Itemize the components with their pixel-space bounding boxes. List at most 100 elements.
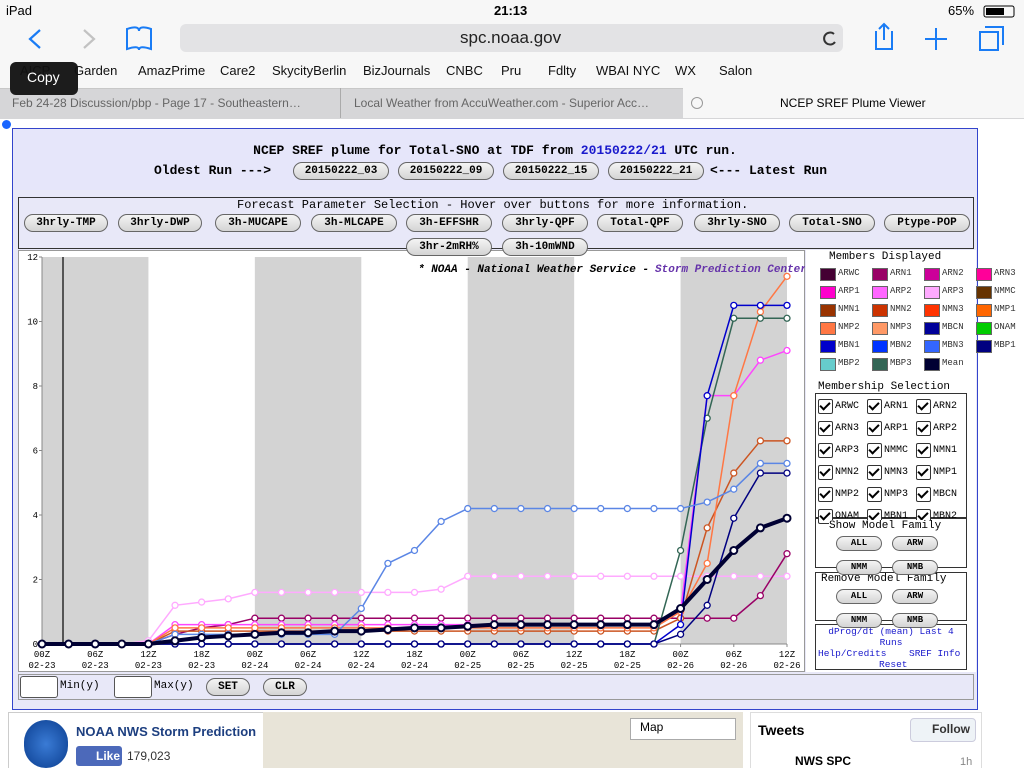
clr-button[interactable]: CLR xyxy=(263,678,307,696)
param-button[interactable]: 3h-MUCAPE xyxy=(215,214,301,232)
param-button[interactable]: 3h-EFFSHR xyxy=(406,214,492,232)
series-point xyxy=(383,624,393,634)
series-point xyxy=(250,629,260,639)
series-point xyxy=(783,572,791,580)
series-point xyxy=(90,639,100,649)
family-button[interactable]: ALL xyxy=(836,589,882,604)
member-name: NMP2 xyxy=(838,322,860,332)
param-button[interactable]: 3hr-2mRH% xyxy=(406,238,492,256)
member-label: ONAM xyxy=(835,511,860,522)
member-swatch xyxy=(924,322,940,335)
forward-icon[interactable] xyxy=(83,29,96,49)
series-point xyxy=(304,614,312,622)
series-point xyxy=(437,614,445,622)
bookmark: Fdlty xyxy=(548,63,577,78)
series-point xyxy=(331,588,339,597)
series-point xyxy=(171,601,179,609)
series-point xyxy=(703,392,711,400)
family-button[interactable]: ALL xyxy=(836,536,882,551)
param-button[interactable]: Total-SNO xyxy=(789,214,875,232)
series-point xyxy=(464,640,472,648)
map-select[interactable] xyxy=(630,718,736,740)
member-name: MBN1 xyxy=(838,340,860,350)
like-text: Like xyxy=(96,749,121,763)
bookmarks-icon[interactable] xyxy=(126,26,152,51)
url-bar[interactable] xyxy=(180,24,843,52)
param-button[interactable]: 3h-10mWND xyxy=(502,238,588,256)
reload-icon[interactable] xyxy=(823,31,836,46)
x-tick-date: 02-25 xyxy=(454,661,481,671)
dprog-link: dProg/dt (mean) Last 4 Runs xyxy=(828,626,954,648)
member-swatch xyxy=(924,304,940,317)
member-swatch xyxy=(976,286,992,299)
new-tab-icon[interactable] xyxy=(925,28,947,50)
member-swatch xyxy=(872,340,888,353)
series-point xyxy=(756,314,765,322)
run-button[interactable]: 20150222_15 xyxy=(503,162,599,180)
member-label: NMMC xyxy=(884,445,909,456)
member-label: ARN3 xyxy=(835,423,860,434)
min-input[interactable] xyxy=(20,676,58,698)
param-button[interactable]: 3h-MLCAPE xyxy=(311,214,397,232)
min-label: Min(y) xyxy=(60,680,100,692)
series-point xyxy=(756,301,765,310)
family-button[interactable]: ARW xyxy=(892,589,938,604)
membership-box xyxy=(815,393,967,518)
member-name: NMN1 xyxy=(838,304,860,314)
member-swatch xyxy=(976,340,992,353)
run-button[interactable]: 20150222_09 xyxy=(398,162,494,180)
member-name: NMP1 xyxy=(994,304,1016,314)
y-tick-label: 10 xyxy=(27,318,38,328)
account-name: NWS SPC xyxy=(795,754,852,768)
x-tick-label: 18Z xyxy=(194,650,211,660)
series-point xyxy=(304,588,312,597)
url-text: spc.noaa.gov xyxy=(460,28,562,47)
param-button[interactable]: Ptype-POP xyxy=(884,214,970,232)
family-button[interactable]: ARW xyxy=(892,536,938,551)
series-point xyxy=(676,604,686,614)
param-button[interactable]: 3hrly-TMP xyxy=(24,214,108,232)
param-button[interactable]: 3hrly-QPF xyxy=(502,214,588,232)
series-point xyxy=(410,614,419,622)
series-point xyxy=(756,572,765,580)
param-button[interactable]: 3hrly-DWP xyxy=(118,214,202,232)
set-button[interactable]: SET xyxy=(206,678,250,696)
family-button[interactable]: NMM xyxy=(836,613,882,628)
active-tab[interactable] xyxy=(683,88,1024,118)
param-button[interactable]: 3hrly-SNO xyxy=(694,214,780,232)
series-point xyxy=(517,504,525,513)
series-point xyxy=(277,640,286,648)
close-tab-icon[interactable] xyxy=(691,97,703,109)
family-button[interactable]: NMB xyxy=(892,613,938,628)
member-name: NMN3 xyxy=(942,304,964,314)
member-label: NMP1 xyxy=(933,467,958,478)
follow-button[interactable] xyxy=(910,718,976,742)
series-point xyxy=(276,628,286,638)
share-icon[interactable] xyxy=(875,22,893,50)
run-button[interactable]: 20150222_03 xyxy=(293,162,389,180)
series-point xyxy=(464,572,472,580)
battery-level xyxy=(986,8,1004,15)
series-point xyxy=(490,504,498,513)
series-point xyxy=(622,620,632,630)
tab-title: Local Weather from AccuWeather.com - Sup… xyxy=(354,96,650,110)
remove-family-box xyxy=(815,572,967,621)
series-point xyxy=(384,559,392,568)
param-button[interactable]: Total-QPF xyxy=(597,214,683,232)
series-point xyxy=(570,640,578,648)
family-button[interactable]: NMM xyxy=(836,560,882,575)
series-point xyxy=(730,514,738,522)
series-point xyxy=(197,598,206,606)
family-button[interactable]: NMB xyxy=(892,560,938,575)
series-point xyxy=(463,621,473,631)
night-shade xyxy=(42,257,149,644)
tabs-icon[interactable] xyxy=(979,26,1004,51)
copy-tooltip[interactable] xyxy=(10,62,78,95)
member-label: ARP3 xyxy=(835,445,860,456)
run-button[interactable]: 20150222_21 xyxy=(608,162,704,180)
max-input[interactable] xyxy=(114,676,152,698)
series-point xyxy=(384,588,392,597)
like-button[interactable] xyxy=(76,746,122,766)
series-point xyxy=(650,504,658,513)
back-icon[interactable] xyxy=(28,29,41,49)
